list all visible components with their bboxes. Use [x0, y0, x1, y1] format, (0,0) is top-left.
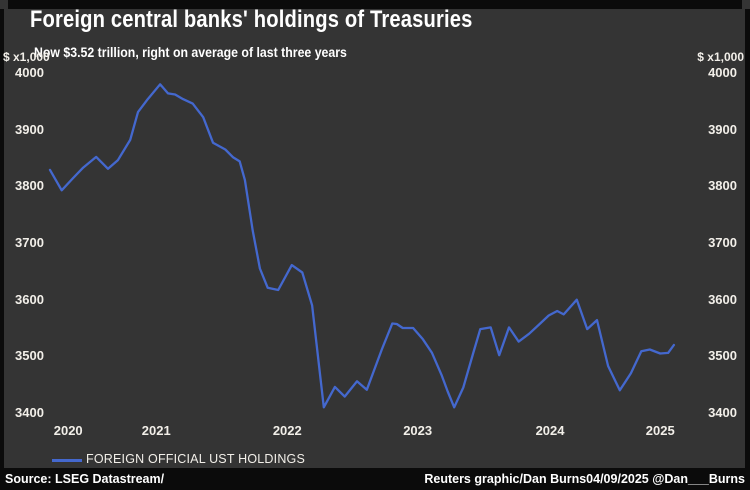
y-tick-label-left: 3700: [15, 235, 44, 250]
y-tick-label-left: 3400: [15, 405, 44, 420]
right-frame-bar: [745, 9, 750, 468]
x-tick-label: 2024: [535, 423, 565, 438]
y-tick-label-right: 3800: [708, 178, 737, 194]
y-tick-label-right: 3900: [708, 121, 737, 137]
x-tick-label: 2025: [645, 423, 675, 438]
x-tick-label: 2022: [272, 423, 302, 438]
y-tick-label-left: 3500: [15, 348, 44, 364]
footer-bar: Source: LSEG Datastream/ Reuters graphic…: [0, 468, 750, 490]
y-tick-label-left: 3600: [15, 291, 44, 307]
y-tick-label-left: 3900: [15, 121, 44, 137]
legend-line-swatch: [52, 459, 82, 462]
treasury-holdings-line: [48, 83, 676, 409]
chart-subtitle: Now $3.52 trillion, right on average of …: [34, 44, 347, 60]
y-tick-label-right: 3700: [708, 235, 737, 250]
author-credit: Reuters graphic/Dan Burns04/09/2025 @Dan…: [424, 472, 745, 486]
y-tick-label-right: 3400: [708, 405, 737, 420]
y-axis-unit-label-left: $ x1,000: [3, 50, 50, 64]
y-axis-unit-label-right: $ x1,000: [697, 50, 744, 64]
x-tick-label: 2021: [141, 423, 171, 438]
top-frame-bar: [8, 0, 742, 9]
y-tick-label-left: 4000: [15, 65, 44, 80]
x-tick-label: 2020: [53, 423, 83, 438]
y-tick-label-right: 3600: [708, 291, 737, 307]
y-tick-label-right: 4000: [708, 65, 737, 80]
y-tick-label-right: 3500: [708, 348, 737, 364]
legend-label: FOREIGN OFFICIAL UST HOLDINGS: [86, 452, 306, 466]
left-frame-bar: [0, 9, 4, 468]
y-tick-label-left: 3800: [15, 178, 44, 194]
x-tick-label: 2023: [403, 423, 433, 438]
chart-title: Foreign central banks' holdings of Treas…: [30, 6, 473, 33]
source-credit: Source: LSEG Datastream/: [5, 472, 165, 486]
